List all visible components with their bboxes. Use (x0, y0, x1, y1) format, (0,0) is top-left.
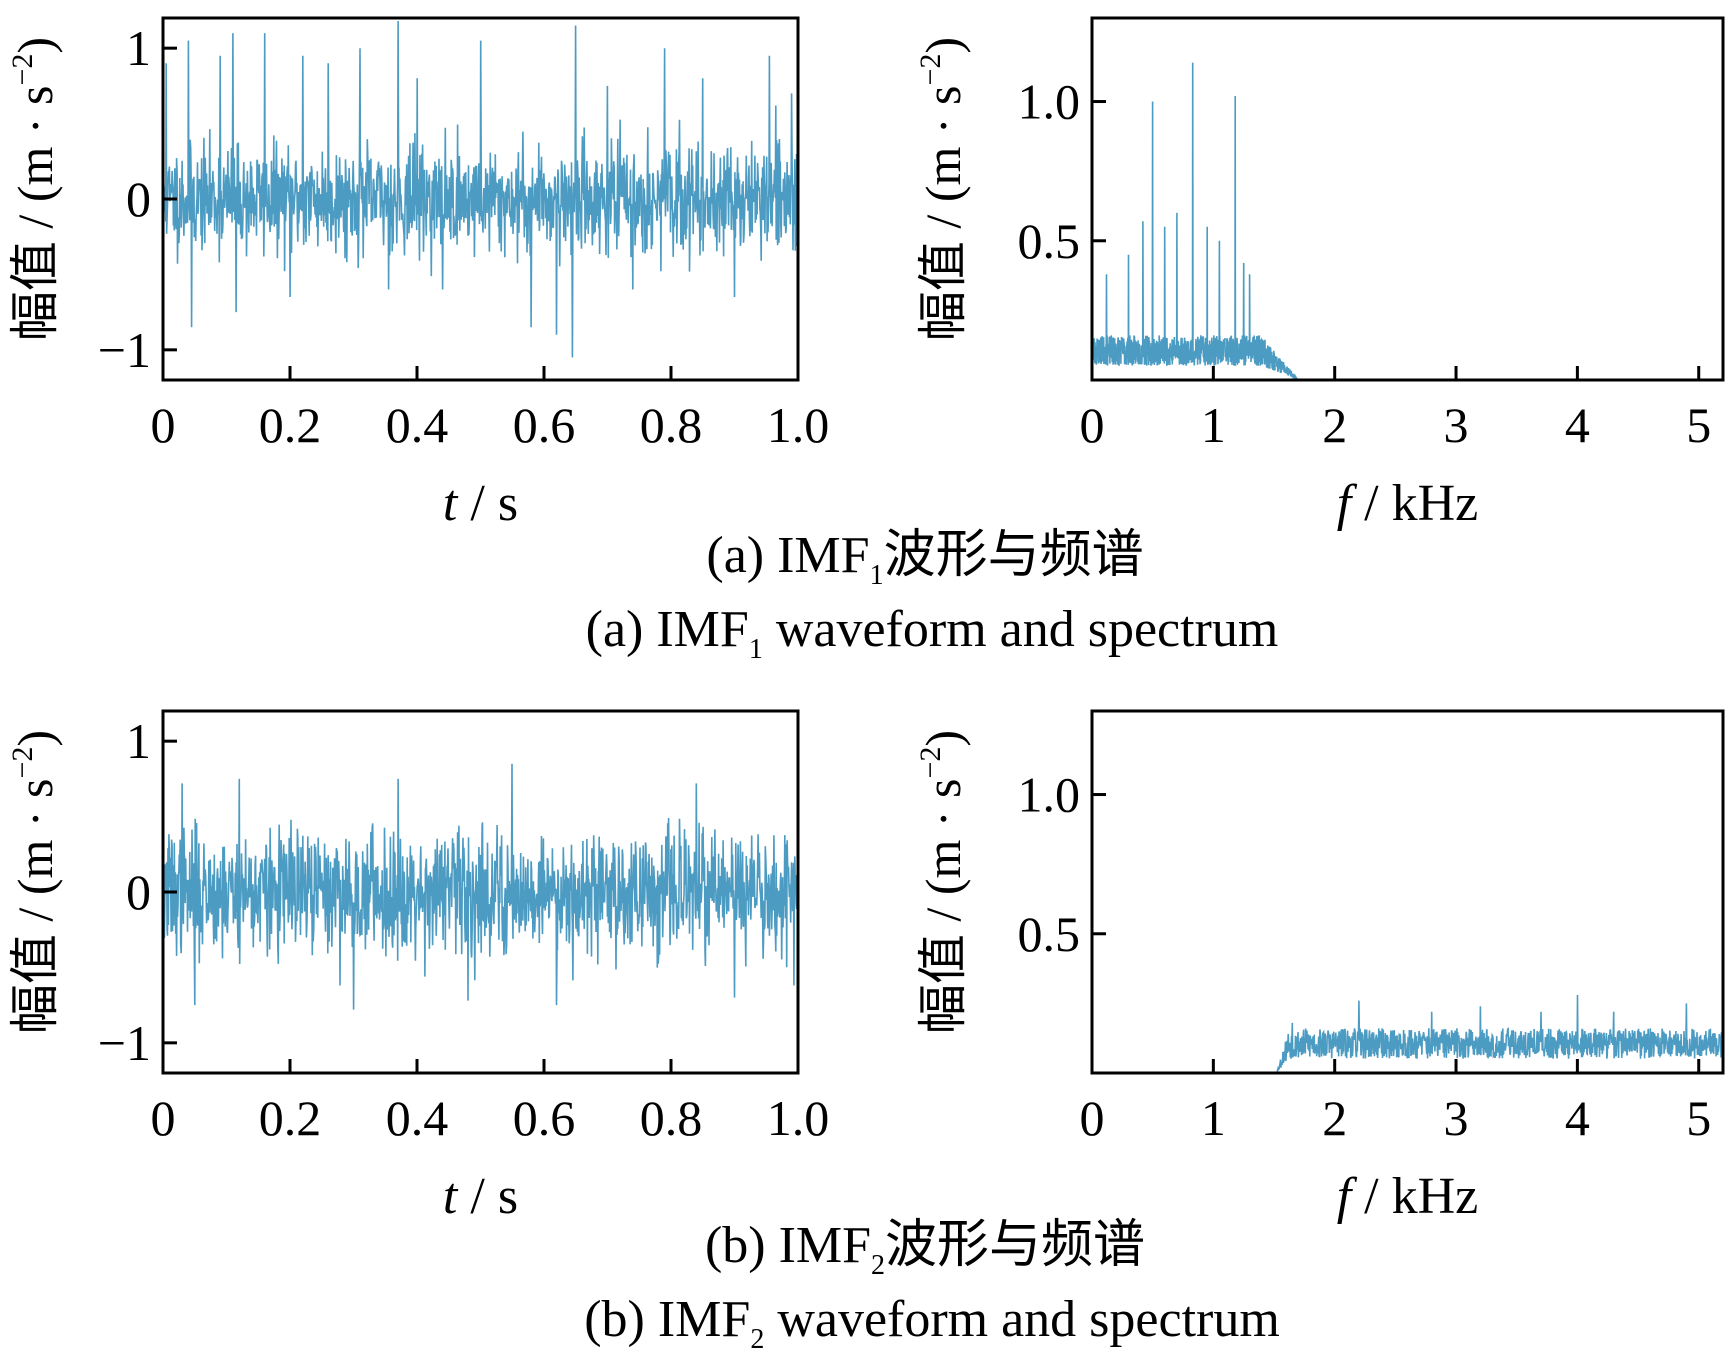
x-tick-label: 0 (1080, 1090, 1105, 1146)
signal-line (1092, 62, 1299, 380)
signal-line (163, 20, 798, 358)
caption-a-chinese: (a) IMF1波形与频谱 (706, 527, 1143, 591)
y-axis-label: 幅值 / (m · s−2) (914, 37, 971, 341)
x-tick-label: 1.0 (767, 1090, 830, 1146)
caption-b-english: (b) IMF2 waveform and spectrum (584, 1291, 1280, 1354)
signal-line (163, 763, 798, 1010)
x-tick-label: 2 (1322, 397, 1347, 453)
x-tick-label: 0.4 (386, 1090, 449, 1146)
x-tick-label: 1 (1201, 397, 1226, 453)
signal-line (1275, 994, 1723, 1073)
x-tick-label: 4 (1565, 1090, 1590, 1146)
x-tick-label: 0 (151, 1090, 176, 1146)
y-axis-label: 幅值 / (m · s−2) (6, 730, 63, 1034)
x-tick-label: 0 (1080, 397, 1105, 453)
plot-frame (1090, 709, 1725, 1075)
x-tick-label: 0.6 (513, 397, 576, 453)
y-tick-label: 0.5 (1018, 213, 1081, 269)
y-tick-label: 1.0 (1018, 74, 1081, 130)
x-tick-label: 0.8 (640, 397, 703, 453)
x-axis-label: f / kHz (1337, 1168, 1479, 1225)
x-axis-label: t / s (443, 1168, 518, 1225)
y-tick-label: 0 (126, 171, 151, 227)
x-tick-label: 0.4 (386, 397, 449, 453)
imf1-spectrum-chart: 0 1 2 3 4 5 0.5 1.0 f / kHz 幅值 / (m · s−2) (914, 16, 1725, 532)
caption-b-chinese: (b) IMF2波形与频谱 (705, 1217, 1145, 1281)
x-tick-label: 5 (1686, 1090, 1711, 1146)
y-tick-label: 1.0 (1018, 767, 1081, 823)
x-axis-label: t / s (443, 475, 518, 532)
x-tick-label: 0.8 (640, 1090, 703, 1146)
x-tick-label: 0.2 (259, 1090, 322, 1146)
x-axis-label: f / kHz (1337, 475, 1479, 532)
y-tick-label: −1 (98, 1015, 151, 1071)
x-tick-label: 1 (1201, 1090, 1226, 1146)
x-tick-label: 5 (1686, 397, 1711, 453)
y-tick-label: 0 (126, 864, 151, 920)
x-tick-label: 2 (1322, 1090, 1347, 1146)
y-tick-label: 1 (126, 20, 151, 76)
y-axis-label: 幅值 / (m · s−2) (914, 730, 971, 1034)
caption-a-english: (a) IMF1 waveform and spectrum (586, 601, 1279, 665)
x-tick-label: 0.6 (513, 1090, 576, 1146)
x-tick-label: 3 (1444, 397, 1469, 453)
y-tick-label: −1 (98, 322, 151, 378)
x-tick-label: 1.0 (767, 397, 830, 453)
y-tick-label: 0.5 (1018, 906, 1081, 962)
y-axis-label: 幅值 / (m · s−2) (6, 37, 63, 341)
x-tick-label: 4 (1565, 397, 1590, 453)
imf2-spectrum-chart: 0 1 2 3 4 5 0.5 1.0 f / kHz 幅值 / (m · s−2) (914, 709, 1725, 1225)
y-tick-label: 1 (126, 713, 151, 769)
x-tick-label: 0.2 (259, 397, 322, 453)
plot-frame (1090, 16, 1725, 382)
x-tick-label: 0 (151, 397, 176, 453)
x-tick-label: 3 (1444, 1090, 1469, 1146)
